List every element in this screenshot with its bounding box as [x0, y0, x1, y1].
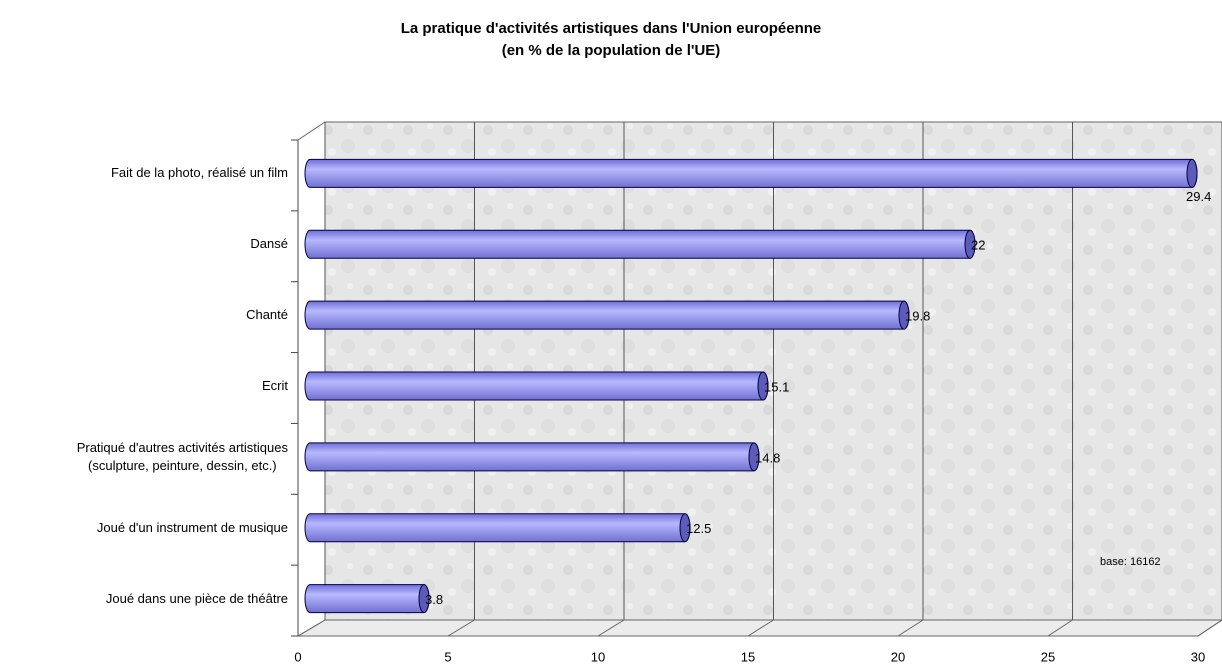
x-tick-label: 15: [741, 649, 755, 664]
value-label: 12.5: [686, 521, 711, 536]
bar: [304, 229, 976, 259]
grid-line-floor: [447, 619, 475, 637]
value-label: 14.8: [755, 450, 780, 465]
x-tick-label: 5: [444, 649, 451, 664]
value-label: 22: [971, 238, 985, 253]
grid-line-floor: [1047, 619, 1073, 637]
grid-line-floor: [897, 619, 924, 637]
bar: [304, 584, 430, 614]
grid-line-floor: [297, 619, 326, 637]
y-tick-label: Joué dans une pièce de théâtre: [105, 590, 288, 606]
bar-cap: [964, 229, 976, 259]
y-tick-label: Joué d'un instrument de musique: [96, 519, 288, 535]
bar-cap: [679, 513, 691, 543]
bar-cap: [418, 584, 430, 614]
x-tick-label: 0: [294, 649, 301, 664]
annotation: base: 16162: [1100, 556, 1161, 568]
value-label: 3.8: [425, 592, 443, 607]
x-tick-label: 30: [1191, 649, 1205, 664]
grid-line-floor: [597, 619, 625, 637]
bar: [304, 300, 910, 330]
grid-line-floor: [1197, 619, 1222, 637]
chart-title: La pratique d'activités artistiques dans…: [400, 20, 822, 59]
bar-cap: [898, 300, 910, 330]
bar: [304, 513, 691, 543]
value-label: 19.8: [905, 309, 930, 324]
x-tick-label: 20: [891, 649, 905, 664]
x-tick-label: 10: [591, 649, 605, 664]
bar: [304, 371, 769, 401]
y-tick-label: Fait de la photo, réalisé un film: [110, 165, 288, 181]
grid-line-floor: [747, 619, 774, 637]
depth-edge: [297, 121, 326, 141]
value-label: 29.4: [1186, 189, 1211, 204]
bar: [304, 158, 1198, 188]
bar: [304, 442, 760, 472]
y-tick-label: Ecrit: [262, 378, 288, 393]
x-tick-label: 25: [1041, 649, 1055, 664]
y-tick-label: Pratiqué d'autres activités artistiques …: [76, 439, 288, 473]
value-label: 15.1: [764, 379, 789, 394]
y-tick-label: Chanté: [246, 307, 288, 323]
bar-cap: [757, 371, 769, 401]
bar-cap: [1186, 158, 1198, 188]
y-tick-label: Dansé: [250, 236, 288, 252]
bar-cap: [748, 442, 760, 472]
